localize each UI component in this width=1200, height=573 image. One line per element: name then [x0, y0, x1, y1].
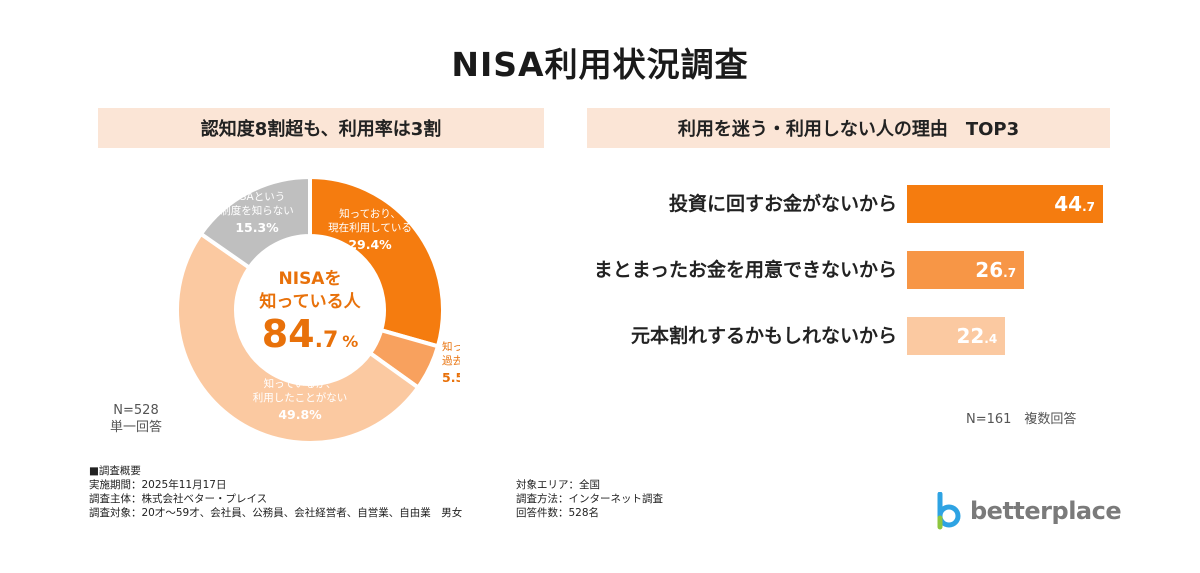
- donut-center-value: 84.7%: [262, 312, 359, 356]
- slice-value: 5.5%: [442, 370, 460, 385]
- donut-center-label-line1: NISAを: [279, 269, 342, 289]
- bar-value-label: 26.7: [975, 258, 1017, 282]
- left-note-line2: 単一回答: [110, 420, 163, 435]
- bar-value-label: 22.4: [956, 324, 998, 348]
- slice-value: 49.8%: [278, 407, 322, 422]
- b-logo-icon: [937, 492, 961, 530]
- left-panel-header: 認知度8割超も、利用率は3割: [98, 108, 544, 148]
- bar-category-label: まとまったお金を用意できないから: [593, 259, 897, 281]
- bar: 22.4: [907, 317, 1006, 355]
- donut-slice: [198, 174, 312, 271]
- survey-line: 調査方法：インターネット調査: [516, 493, 663, 505]
- donut-center-label-line2: 知っている人: [258, 291, 361, 312]
- survey-line: 対象エリア：全国: [516, 479, 600, 491]
- logo-text: betterplace: [970, 497, 1122, 525]
- donut-slice: [175, 231, 421, 445]
- brand-logo: betterplace: [934, 492, 1122, 530]
- page-title: NISA利用状況調査: [451, 45, 749, 84]
- slice-label: 知っており、現在利用している 29.4%: [328, 207, 412, 252]
- survey-line: 調査主体：株式会社ベター・プレイス: [89, 493, 268, 505]
- center-value-dec: .7: [315, 328, 339, 353]
- bar-value-label: 44.7: [1054, 192, 1095, 216]
- left-note-line1: N=528: [113, 403, 159, 418]
- survey-summary-right: 対象エリア：全国 調査方法：インターネット調査 回答件数：528名: [516, 478, 663, 520]
- bar-category-label: 元本割れするかもしれないから: [630, 325, 897, 347]
- bar-category-label: 投資に回すお金がないから: [668, 193, 897, 215]
- bar-row: 元本割れするかもしれないから 22.4: [587, 317, 1127, 355]
- slice-label: 知っており、過去に利用していた5.5%: [442, 340, 460, 385]
- donut-slice: [308, 174, 445, 349]
- slice-value: 15.3%: [235, 220, 279, 235]
- bar-chart: 投資に回すお金がないから 44.7 まとまったお金を用意できないから 26.7 元本割れ…: [587, 185, 1127, 375]
- survey-heading: ■調査概要: [89, 465, 141, 477]
- right-sample-note: N=161 複数回答: [966, 412, 1077, 427]
- slice-value: 29.4%: [348, 237, 392, 252]
- survey-line: 調査対象：20才〜59才、会社員、公務員、会社経営者、自営業、自由業 男女: [89, 507, 463, 519]
- bar: 26.7: [907, 251, 1025, 289]
- left-sample-note: N=528 単一回答: [110, 402, 162, 436]
- slice-label: NISAという制度を知らない 15.3%: [220, 191, 294, 235]
- slice-label: 知っているが、利用したことがない 49.8%: [253, 377, 348, 422]
- center-value-int: 84: [262, 312, 315, 356]
- bar-row: 投資に回すお金がないから 44.7: [587, 185, 1127, 223]
- bar: 44.7: [907, 185, 1103, 223]
- survey-summary: ■調査概要 実施期間：2025年11月17日 調査主体：株式会社ベター・プレイス…: [89, 464, 462, 520]
- bar-row: まとまったお金を用意できないから 26.7: [587, 251, 1127, 289]
- center-value-unit: %: [342, 332, 358, 351]
- survey-line: 実施期間：2025年11月17日: [89, 479, 227, 491]
- survey-line: 回答件数：528名: [516, 507, 600, 519]
- right-panel-header: 利用を迷う・利用しない人の理由 TOP3: [587, 108, 1110, 148]
